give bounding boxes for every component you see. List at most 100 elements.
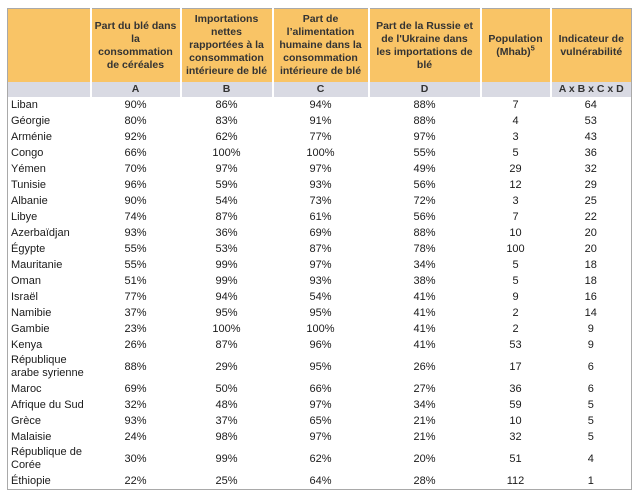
header-indicator-label: Indicateur de vulnérabilité (558, 32, 624, 58)
country-name: Albanie (11, 194, 48, 207)
table-row: Grèce 93% 37% 65% 21% 10 5 (8, 413, 632, 429)
table-row: Égypte 55% 53% 87% 78% 100 20 (8, 241, 632, 257)
value-col-d: 97% (413, 130, 436, 143)
value-col-a: 90% (124, 98, 147, 111)
value-col-a: 77% (124, 290, 147, 303)
table-row: Éthiopie 22% 25% 64% 28% 112 1 (8, 473, 632, 490)
value-indicator: 5 (587, 414, 594, 427)
subheader-country (7, 82, 92, 97)
table-row: Arménie 92% 62% 77% 97% 3 43 (8, 129, 632, 145)
value-col-a: 70% (124, 162, 147, 175)
value-indicator: 20 (584, 226, 597, 239)
value-col-d: 41% (413, 338, 436, 351)
value-col-b: 83% (215, 114, 238, 127)
value-col-c: 97% (309, 398, 332, 411)
value-indicator: 14 (584, 306, 597, 319)
header-indicator: Indicateur de vulnérabilité (550, 8, 632, 82)
value-population: 9 (512, 290, 519, 303)
country-name: Kenya (11, 338, 43, 351)
value-col-a: 55% (124, 258, 147, 271)
value-population: 5 (512, 274, 519, 287)
value-col-c: 100% (306, 322, 335, 335)
country-name: Libye (11, 210, 38, 223)
subheader-formula: A x B x C x D (550, 82, 632, 97)
header-col-d-label: Part de la Russie et de l'Ukraine dans l… (376, 19, 473, 71)
value-col-a: 30% (124, 452, 147, 465)
value-col-b: 54% (215, 194, 238, 207)
subheader-letter-d: D (368, 82, 482, 97)
value-col-c: 62% (309, 452, 332, 465)
value-col-c: 73% (309, 194, 332, 207)
value-col-a: 55% (124, 242, 147, 255)
value-col-c: 69% (309, 226, 332, 239)
footnote-marker: 5 (530, 43, 535, 52)
value-col-d: 26% (413, 360, 436, 373)
value-col-c: 100% (306, 146, 335, 159)
table-row: Congo 66% 100% 100% 55% 5 36 (8, 145, 632, 161)
value-col-a: 88% (124, 360, 147, 373)
country-name: Mauritanie (11, 258, 63, 271)
value-col-d: 21% (413, 430, 436, 443)
value-col-b: 100% (212, 146, 241, 159)
value-population: 7 (512, 210, 519, 223)
table-row: Yémen 70% 97% 97% 49% 29 32 (8, 161, 632, 177)
value-indicator: 18 (584, 274, 597, 287)
table-row: Tunisie 96% 59% 93% 56% 12 29 (8, 177, 632, 193)
value-indicator: 43 (584, 130, 597, 143)
value-population: 51 (509, 452, 522, 465)
header-col-c: Part de l’alimentation humaine dans la c… (272, 8, 370, 82)
value-col-c: 77% (309, 130, 332, 143)
value-col-b: 98% (215, 430, 238, 443)
value-col-b: 87% (215, 210, 238, 223)
country-name: Afrique du Sud (11, 398, 84, 411)
header-col-b: Importations nettes rapportées à la cons… (180, 8, 274, 82)
value-col-c: 96% (309, 338, 332, 351)
value-col-c: 97% (309, 162, 332, 175)
table-row: Mauritanie 55% 99% 97% 34% 5 18 (8, 257, 632, 273)
value-indicator: 5 (587, 430, 594, 443)
country-name: Congo (11, 146, 44, 159)
value-col-a: 32% (124, 398, 147, 411)
header-country (7, 8, 92, 82)
value-col-d: 88% (413, 114, 436, 127)
value-col-b: 50% (215, 382, 238, 395)
table-row: Azerbaïdjan 93% 36% 69% 88% 10 20 (8, 225, 632, 241)
value-col-d: 88% (413, 98, 436, 111)
value-col-d: 41% (413, 322, 436, 335)
value-indicator: 18 (584, 258, 597, 271)
value-population: 36 (509, 382, 522, 395)
value-indicator: 5 (587, 398, 594, 411)
value-col-b: 36% (215, 226, 238, 239)
value-col-a: 90% (124, 194, 147, 207)
value-indicator: 29 (584, 178, 597, 191)
table-row: République arabe syrienne 88% 29% 95% 26… (8, 353, 632, 381)
value-col-b: 99% (215, 258, 238, 271)
value-col-c: 54% (309, 290, 332, 303)
header-col-c-label: Part de l’alimentation humaine dans la c… (279, 13, 362, 77)
country-name: Azerbaïdjan (11, 226, 70, 239)
value-col-d: 34% (413, 258, 436, 271)
value-col-b: 99% (215, 274, 238, 287)
value-col-a: 51% (124, 274, 147, 287)
value-col-c: 95% (309, 306, 332, 319)
table-row: Israël 77% 94% 54% 41% 9 16 (8, 289, 632, 305)
header-col-a-label: Part du blé dans la consommation de céré… (94, 19, 177, 71)
value-population: 53 (509, 338, 522, 351)
country-name: Égypte (11, 242, 46, 255)
value-col-d: 56% (413, 178, 436, 191)
header-col-b-label: Importations nettes rapportées à la cons… (185, 13, 268, 77)
value-indicator: 36 (584, 146, 597, 159)
country-name: Éthiopie (11, 474, 51, 487)
value-population: 5 (512, 146, 519, 159)
value-col-c: 93% (309, 178, 332, 191)
table-row: Gambie 23% 100% 100% 41% 2 9 (8, 321, 632, 337)
subheader-letter-b: B (180, 82, 274, 97)
country-name: Grèce (11, 414, 41, 427)
value-population: 29 (509, 162, 522, 175)
value-col-c: 65% (309, 414, 332, 427)
value-col-b: 29% (215, 360, 238, 373)
value-population: 10 (509, 414, 522, 427)
value-col-a: 23% (124, 322, 147, 335)
country-name: Tunisie (11, 178, 47, 191)
value-col-b: 87% (215, 338, 238, 351)
